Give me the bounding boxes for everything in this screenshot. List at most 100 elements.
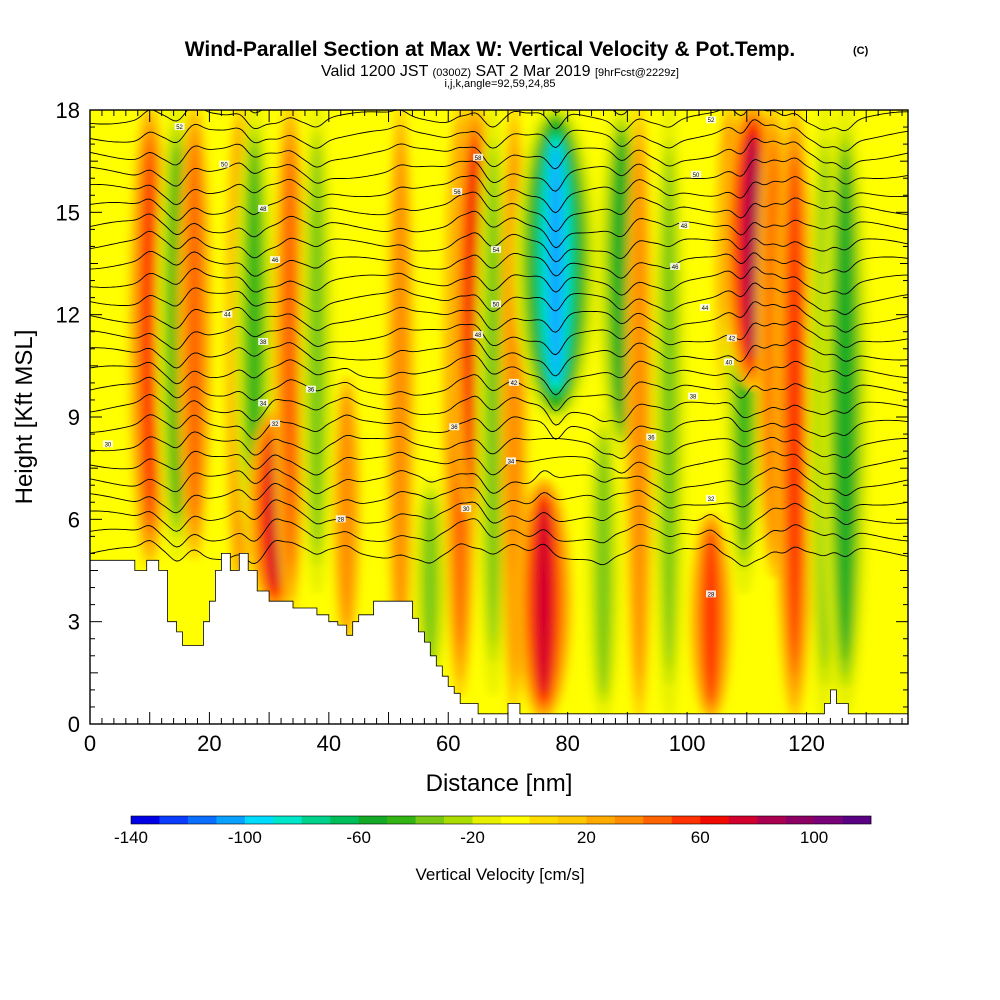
theta-contour-3 [90, 482, 908, 514]
colorbar-swatch [529, 816, 559, 824]
y-tick-label: 6 [68, 507, 80, 532]
theta-contour-5 [90, 450, 908, 479]
contour-label-28: 36 [648, 435, 655, 441]
contour-label-bg [270, 256, 281, 264]
theta-contour-8 [90, 394, 908, 426]
velocity-band [340, 393, 354, 625]
velocity-column-28 [820, 110, 870, 715]
colorbar-swatch [728, 816, 758, 824]
theta-contour-7 [90, 414, 908, 443]
y-tick-label: 15 [56, 200, 80, 225]
colorbar-swatch [614, 816, 644, 824]
contour-label-bg [491, 245, 502, 253]
velocity-column-16 [513, 110, 599, 425]
contour-label-22: 48 [681, 224, 688, 230]
contour-label-29: 32 [708, 497, 715, 503]
velocity-band [704, 532, 718, 701]
colorbar-swatch [814, 816, 843, 824]
theta-contour-23 [90, 119, 908, 152]
subtitle-valid-utc: (0300Z) [433, 67, 472, 79]
colorbar-swatch [586, 816, 616, 824]
plot-area: 52 50 48 46 44 38 36 34 32 30 28 56 58 54 50 48 42 36 34 30… [90, 110, 908, 724]
velocity-band [423, 495, 437, 664]
contour-label-1: 50 [221, 163, 228, 169]
contour-label-bg [335, 515, 346, 523]
colorbar-swatch [557, 816, 587, 824]
velocity-band [247, 147, 261, 516]
contour-label-10: 28 [337, 517, 344, 523]
contour-label-30: 28 [708, 592, 715, 598]
theta-contour-4 [90, 467, 908, 497]
colorbar-swatch [159, 816, 189, 824]
colorbar-swatch [785, 816, 815, 824]
contour-label-bg [305, 385, 316, 393]
velocity-column-21 [689, 511, 732, 722]
velocity-column-20 [651, 110, 687, 722]
colorbar-tick-labels: -140 -100 -60 -20 20 60 100 [114, 828, 828, 847]
colorbar-swatch [387, 816, 416, 824]
contour-label-bg [691, 170, 702, 178]
colorbar-tick-label: -100 [228, 828, 262, 847]
velocity-column-17 [586, 409, 621, 722]
contour-label-bg [452, 187, 463, 195]
contour-label-7: 34 [260, 401, 267, 407]
colorbar-swatch [415, 816, 445, 824]
velocity-band [632, 145, 646, 679]
x-tick-label: 120 [788, 731, 825, 756]
colorbar-swatch [358, 816, 388, 824]
contour-label-23: 46 [672, 265, 679, 271]
contour-label-3: 46 [272, 258, 279, 264]
theta-contour-17 [90, 230, 908, 263]
theta-contour-9 [90, 374, 908, 412]
contour-label-21: 50 [693, 173, 700, 179]
contour-label-bg [473, 331, 484, 339]
contour-label-bg [688, 392, 699, 400]
contour-label-6: 36 [308, 388, 315, 394]
contour-label-bg [726, 334, 737, 342]
terrain-mask [90, 553, 908, 724]
colorbar-swatch [216, 816, 246, 824]
contour-label-16: 42 [511, 381, 518, 387]
colorbar-tick-label: -20 [460, 828, 485, 847]
contour-label-bg [646, 433, 657, 441]
colorbar-swatch [643, 816, 673, 824]
contour-label-5: 38 [260, 340, 267, 346]
contour-label-bg [705, 116, 716, 124]
contour-label-19: 30 [463, 507, 470, 513]
contour-label-bg [508, 378, 519, 386]
subtitle-valid-date: SAT 2 Mar 2019 [476, 63, 591, 80]
x-tick-label: 100 [669, 731, 706, 756]
contour-label-25: 42 [729, 337, 736, 343]
colorbar-frame [130, 815, 872, 825]
velocity-column-15 [515, 477, 572, 722]
contour-label-bg [102, 440, 113, 448]
contour-label-bg [473, 153, 484, 161]
x-tick-label: 20 [197, 731, 221, 756]
velocity-band [746, 137, 760, 356]
theta-contour-2 [90, 499, 908, 532]
colorbar-tick-label: -140 [114, 828, 148, 847]
colorbar-label: Vertical Velocity [cm/s] [415, 865, 584, 884]
velocity-column-6 [272, 110, 308, 613]
contour-label-bg [270, 419, 281, 427]
theta-contour-6 [90, 431, 908, 460]
velocity-band [143, 148, 157, 522]
contour-label-bg [219, 160, 230, 168]
theta-contour-20 [90, 175, 908, 214]
contour-label-18: 34 [508, 459, 515, 465]
theta-contour-15 [90, 266, 908, 296]
contour-label-11: 56 [454, 190, 461, 196]
colorbar-swatch [472, 816, 502, 824]
contour-label-bg [505, 457, 516, 465]
colorbar-swatch [671, 816, 701, 824]
theta-contour-12 [90, 320, 908, 356]
colorbar-tick-label: 60 [691, 828, 710, 847]
colorbar-tick-label: 20 [577, 828, 596, 847]
contour-label-12: 58 [475, 156, 482, 162]
velocity-band [662, 156, 676, 668]
chart-title-mark: (C) [853, 45, 869, 57]
y-tick-label: 18 [56, 98, 80, 123]
theta-contour-21 [90, 157, 908, 192]
velocity-band [310, 145, 324, 553]
